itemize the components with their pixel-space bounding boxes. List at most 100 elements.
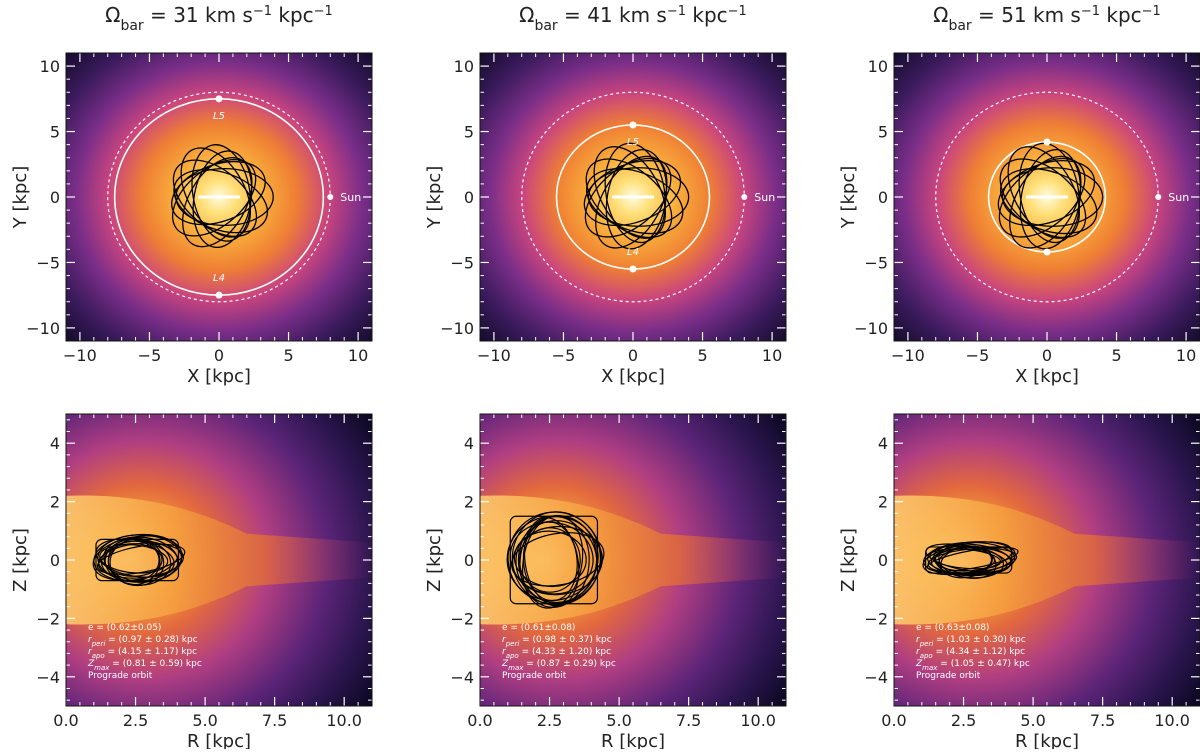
x-tick-label: 10 xyxy=(348,346,368,365)
stat-value: = (4.15 ± 1.17) kpc xyxy=(105,647,197,657)
y-tick-label: 4 xyxy=(50,434,60,453)
y-axis-label: Z [kpc] xyxy=(10,528,31,592)
panel-title: Ωbar = 31 km s−1 kpc−1 xyxy=(105,3,333,34)
y-tick-label: −4 xyxy=(36,668,60,687)
y-tick-label: 10 xyxy=(868,57,888,76)
stat-value: = (0.98 ± 0.37) kpc xyxy=(519,635,611,645)
y-tick-label: 0 xyxy=(878,551,888,570)
stat-symbol: r xyxy=(916,635,921,645)
orbit-loop xyxy=(99,543,169,574)
axes-frame xyxy=(479,52,787,342)
title-part: Ω xyxy=(105,3,120,27)
orbit-loop xyxy=(584,157,672,238)
y-tick-label: −10 xyxy=(440,319,474,338)
stat-value: = (1.03 ± 0.30) kpc xyxy=(933,635,1025,645)
orbit-loop xyxy=(97,542,184,579)
orbit-loop xyxy=(103,536,179,583)
y-tick-label: 2 xyxy=(878,493,888,512)
orbit-envelope xyxy=(925,546,1013,574)
stat-line: e = (0.62±0.05) xyxy=(88,623,161,633)
orbit-trace xyxy=(583,142,690,250)
title-part: kpc xyxy=(692,3,727,27)
stat-symbol: r xyxy=(916,647,921,657)
lagrange-label: L5 xyxy=(627,137,639,148)
y-tick-label: −5 xyxy=(864,253,888,272)
y-axis-label: Y [kpc] xyxy=(10,166,31,230)
x-tick-label: 0.0 xyxy=(881,711,906,730)
x-tick-label: −5 xyxy=(138,346,162,365)
x-tick-label: −5 xyxy=(966,346,990,365)
y-tick-label: −4 xyxy=(864,668,888,687)
lagrange-label: L5 xyxy=(213,111,225,122)
stat-value: = (0.87 ± 0.29) kpc xyxy=(523,659,615,669)
stat-line: e = (0.61±0.08) xyxy=(502,623,575,633)
orbit-loop xyxy=(171,160,266,226)
orbit-loop xyxy=(171,158,257,237)
y-axis-label: Z [kpc] xyxy=(424,528,445,592)
stat-subscript: peri xyxy=(505,640,520,648)
galactic-slab xyxy=(66,495,372,625)
lagrange-point xyxy=(629,121,637,129)
sun-label: Sun xyxy=(340,191,361,204)
axes-frame xyxy=(479,413,787,707)
title-part: 41 km s xyxy=(587,3,667,27)
x-tick-label: 0.0 xyxy=(467,711,492,730)
x-tick-label: 10.0 xyxy=(1154,711,1190,730)
x-axis-label: R [kpc] xyxy=(1015,731,1079,749)
x-tick-label: 5.0 xyxy=(606,711,631,730)
x-axis-label: R [kpc] xyxy=(187,731,251,749)
sun-label: Sun xyxy=(754,191,775,204)
orbit-loop xyxy=(513,530,587,588)
lagrange-label: L4 xyxy=(213,273,225,284)
title-part: kpc xyxy=(1106,3,1141,27)
panel-content: e = (0.63±0.08) rperi = (1.03 ± 0.30) kpc… xyxy=(894,414,1200,706)
panel-title: Ωbar = 51 km s−1 kpc−1 xyxy=(933,3,1161,34)
stat-subscript: apo xyxy=(920,652,933,660)
x-axis-label: X [kpc] xyxy=(1015,366,1079,387)
title-part: bar xyxy=(948,18,971,34)
x-tick-label: 7.5 xyxy=(262,711,287,730)
stat-line: rapo = (4.34 ± 1.12) kpc xyxy=(916,647,1025,660)
axes-frame xyxy=(65,52,373,342)
orbit-trace xyxy=(92,533,186,587)
panel-content: Sun xyxy=(894,53,1200,341)
title-part: 31 km s xyxy=(173,3,253,27)
orbit-trace xyxy=(922,541,1019,579)
y-tick-label: 10 xyxy=(454,57,474,76)
orbit-trace xyxy=(997,142,1104,250)
sun-marker xyxy=(327,194,334,200)
orbit-loop xyxy=(511,511,602,606)
orbit-loop xyxy=(999,158,1087,239)
stat-value: = (0.81 ± 0.59) kpc xyxy=(109,659,201,669)
x-tick-label: 10.0 xyxy=(740,711,776,730)
x-tick-label: 2.5 xyxy=(123,711,148,730)
y-tick-label: 0 xyxy=(878,188,888,207)
y-tick-label: −2 xyxy=(864,609,888,628)
stat-value: = (4.34 ± 1.12) kpc xyxy=(933,647,1025,657)
sun-marker xyxy=(741,194,748,200)
y-tick-label: 10 xyxy=(40,57,60,76)
x-tick-label: 7.5 xyxy=(1090,711,1115,730)
stat-symbol: r xyxy=(502,635,507,645)
stat-value: = (1.05 ± 0.47) kpc xyxy=(937,659,1029,669)
stat-subscript: apo xyxy=(506,652,519,660)
galactic-slab xyxy=(894,495,1200,625)
orbit-loop xyxy=(172,159,258,238)
orbit-loop xyxy=(997,160,1096,227)
y-tick-label: 0 xyxy=(464,188,474,207)
panel-content: L5 L4 Sun xyxy=(480,53,786,341)
stat-line: rperi = (0.98 ± 0.37) kpc xyxy=(502,635,612,648)
sun-label: Sun xyxy=(1168,191,1189,204)
stat-value: = (4.33 ± 1.20) kpc xyxy=(519,647,611,657)
orbit-loop xyxy=(933,543,1012,576)
stat-line: Prograde orbit xyxy=(88,671,153,681)
stat-subscript: max xyxy=(508,664,524,672)
x-tick-label: 2.5 xyxy=(537,711,562,730)
title-part: −1 xyxy=(1142,4,1161,19)
lagrange-label: L4 xyxy=(627,247,639,258)
y-axis-label: Z [kpc] xyxy=(838,528,859,592)
title-part: −1 xyxy=(728,4,747,19)
x-tick-label: 0 xyxy=(214,346,224,365)
panel-content: e = (0.61±0.08) rperi = (0.98 ± 0.37) kpc… xyxy=(480,414,786,706)
